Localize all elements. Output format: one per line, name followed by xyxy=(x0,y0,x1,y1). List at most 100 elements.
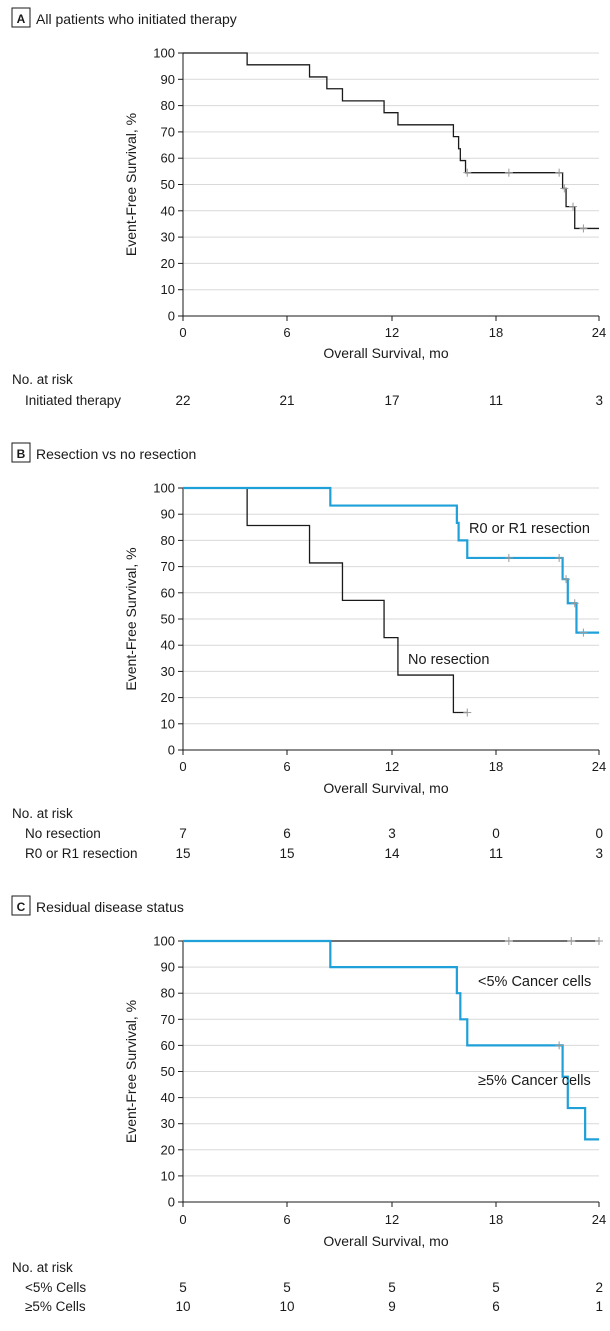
series-annotation: R0 or R1 resection xyxy=(469,521,590,537)
y-tick-label: 60 xyxy=(161,585,175,600)
x-tick-label: 24 xyxy=(592,1212,606,1227)
y-axis-title: Event-Free Survival, % xyxy=(123,1000,139,1143)
risk-row-label: ≥5% Cells xyxy=(25,1299,86,1314)
panel-letter-box xyxy=(11,442,31,463)
y-tick-label: 70 xyxy=(161,124,175,139)
risk-count: 5 xyxy=(179,1280,187,1295)
x-axis-title: Overall Survival, mo xyxy=(323,1233,448,1249)
panel-title: All patients who initiated therapy xyxy=(36,11,237,27)
risk-table-header: No. at risk xyxy=(12,1260,73,1275)
y-tick-label: 100 xyxy=(153,934,175,949)
y-tick-label: 60 xyxy=(161,151,175,166)
series-annotation: No resection xyxy=(408,652,489,668)
risk-count: 1 xyxy=(595,1299,603,1314)
panel-letter: B xyxy=(17,447,26,461)
y-tick-label: 20 xyxy=(161,690,175,705)
y-tick-label: 50 xyxy=(161,177,175,192)
y-tick-label: 50 xyxy=(161,1064,175,1079)
y-tick-label: 30 xyxy=(161,1116,175,1131)
y-tick-label: 40 xyxy=(161,203,175,218)
risk-row-label: No resection xyxy=(25,826,101,841)
risk-count: 11 xyxy=(489,846,503,861)
x-tick-label: 6 xyxy=(283,325,290,340)
y-tick-label: 40 xyxy=(161,1090,175,1105)
x-axis-title: Overall Survival, mo xyxy=(323,345,448,361)
risk-count: 6 xyxy=(283,826,291,841)
risk-row-label: R0 or R1 resection xyxy=(25,846,138,861)
x-axis-title: Overall Survival, mo xyxy=(323,780,448,796)
panel-letter-box xyxy=(11,895,31,916)
y-tick-label: 30 xyxy=(161,230,175,245)
y-axis-title: Event-Free Survival, % xyxy=(123,113,139,256)
y-tick-label: 10 xyxy=(161,716,175,731)
risk-count: 22 xyxy=(175,393,190,408)
km-curve-black xyxy=(183,52,599,230)
x-tick-label: 12 xyxy=(385,325,399,340)
x-tick-label: 24 xyxy=(592,325,606,340)
risk-count: 0 xyxy=(595,826,603,841)
series-annotation: ≥5% Cancer cells xyxy=(478,1073,591,1089)
series-annotation: <5% Cancer cells xyxy=(478,974,591,990)
risk-count: 10 xyxy=(279,1299,294,1314)
x-tick-label: 18 xyxy=(489,1212,503,1227)
risk-count: 3 xyxy=(388,826,396,841)
y-tick-label: 50 xyxy=(161,612,175,627)
y-tick-label: 40 xyxy=(161,638,175,653)
x-tick-label: 12 xyxy=(385,1212,399,1227)
risk-count: 14 xyxy=(384,846,400,861)
y-tick-label: 20 xyxy=(161,1142,175,1157)
y-tick-label: 0 xyxy=(168,1195,175,1210)
risk-row-label: <5% Cells xyxy=(25,1280,86,1295)
y-tick-label: 90 xyxy=(161,72,175,87)
x-tick-label: 0 xyxy=(179,1212,186,1227)
y-tick-label: 0 xyxy=(168,309,175,324)
risk-count: 5 xyxy=(283,1280,291,1295)
panel-title: Residual disease status xyxy=(36,899,184,915)
y-tick-label: 20 xyxy=(161,256,175,271)
risk-count: 11 xyxy=(489,393,503,408)
y-tick-label: 10 xyxy=(161,282,175,297)
y-tick-label: 60 xyxy=(161,1038,175,1053)
panel-letter: A xyxy=(17,12,26,26)
risk-count: 3 xyxy=(595,393,603,408)
y-tick-label: 100 xyxy=(153,46,175,61)
y-tick-label: 10 xyxy=(161,1168,175,1183)
x-tick-label: 0 xyxy=(179,325,186,340)
panel-title: Resection vs no resection xyxy=(36,446,196,462)
y-tick-label: 70 xyxy=(161,1012,175,1027)
risk-count: 5 xyxy=(388,1280,396,1295)
y-tick-label: 30 xyxy=(161,664,175,679)
risk-count: 21 xyxy=(279,393,294,408)
risk-count: 6 xyxy=(492,1299,500,1314)
y-tick-label: 0 xyxy=(168,743,175,758)
y-tick-label: 80 xyxy=(161,98,175,113)
risk-row-label: Initiated therapy xyxy=(25,393,121,408)
y-axis-title: Event-Free Survival, % xyxy=(123,547,139,690)
x-tick-label: 24 xyxy=(592,759,606,774)
x-tick-label: 12 xyxy=(385,759,399,774)
x-tick-label: 0 xyxy=(179,759,186,774)
panel-letter-box xyxy=(11,7,31,28)
y-tick-label: 90 xyxy=(161,960,175,975)
x-tick-label: 6 xyxy=(283,1212,290,1227)
risk-count: 7 xyxy=(179,826,187,841)
y-tick-label: 70 xyxy=(161,559,175,574)
risk-count: 2 xyxy=(595,1280,603,1295)
panel-letter: C xyxy=(17,900,26,914)
x-tick-label: 18 xyxy=(489,759,503,774)
risk-count: 10 xyxy=(175,1299,190,1314)
x-tick-label: 6 xyxy=(283,759,290,774)
risk-count: 9 xyxy=(388,1299,396,1314)
y-tick-label: 80 xyxy=(161,986,175,1001)
risk-table-header: No. at risk xyxy=(12,806,73,821)
km-curve-blue xyxy=(183,486,599,634)
risk-count: 15 xyxy=(279,846,294,861)
km-curve-black xyxy=(183,487,468,714)
risk-table-header: No. at risk xyxy=(12,372,73,387)
y-tick-label: 80 xyxy=(161,533,175,548)
x-tick-label: 18 xyxy=(489,325,503,340)
risk-count: 17 xyxy=(384,393,399,408)
km-curve-blue xyxy=(183,939,599,1141)
y-tick-label: 90 xyxy=(161,507,175,522)
